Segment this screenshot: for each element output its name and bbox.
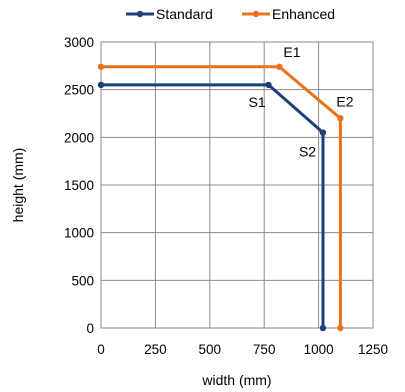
x-tick-label: 0 [97, 342, 105, 357]
data-point [319, 324, 327, 332]
annotation-e2: E2 [336, 93, 353, 109]
data-point [319, 129, 327, 136]
y-tick-labels: 0 500 1000 1500 2000 2500 3000 [64, 35, 94, 336]
x-tick-labels: 0 250 500 750 1000 1250 [97, 342, 388, 357]
series-enhanced [97, 63, 344, 332]
data-point [97, 81, 105, 89]
y-tick-label: 2000 [64, 130, 94, 145]
y-tick-label: 1500 [64, 178, 94, 193]
series-line-enhanced [101, 65, 342, 328]
plot-frame [100, 41, 374, 329]
y-tick-label: 1000 [64, 226, 94, 241]
annotation-s1: S1 [249, 94, 266, 110]
annotation-e1: E1 [283, 44, 300, 60]
legend-item-standard: Standard [126, 6, 213, 22]
y-tick-label: 0 [86, 321, 94, 336]
grid [100, 41, 374, 329]
data-point [276, 63, 283, 70]
data-point [97, 63, 105, 70]
x-tick-label: 500 [199, 342, 222, 357]
data-point [337, 115, 344, 122]
series-lines [97, 63, 344, 332]
series-standard [97, 81, 327, 332]
x-tick-label: 750 [253, 342, 276, 357]
x-tick-label: 250 [144, 342, 167, 357]
x-tick-label: 1000 [304, 342, 334, 357]
data-point [337, 324, 344, 332]
y-tick-label: 3000 [64, 35, 94, 50]
legend-marker [252, 10, 260, 18]
annotations: S1 S2 E1 E2 [249, 44, 354, 160]
legend-marker [136, 10, 144, 18]
x-tick-label: 1250 [358, 342, 388, 357]
y-axis-label: height (mm) [10, 148, 26, 223]
data-point [265, 81, 272, 89]
annotation-s2: S2 [299, 144, 316, 160]
y-tick-label: 500 [71, 273, 94, 288]
legend-item-enhanced: Enhanced [242, 6, 335, 22]
legend-label: Enhanced [272, 6, 335, 22]
legend-label: Standard [156, 6, 213, 22]
series-line-standard [101, 83, 325, 328]
x-axis-label: width (mm) [201, 372, 271, 388]
legend: Standard Enhanced [126, 6, 335, 22]
y-tick-label: 2500 [64, 83, 94, 98]
